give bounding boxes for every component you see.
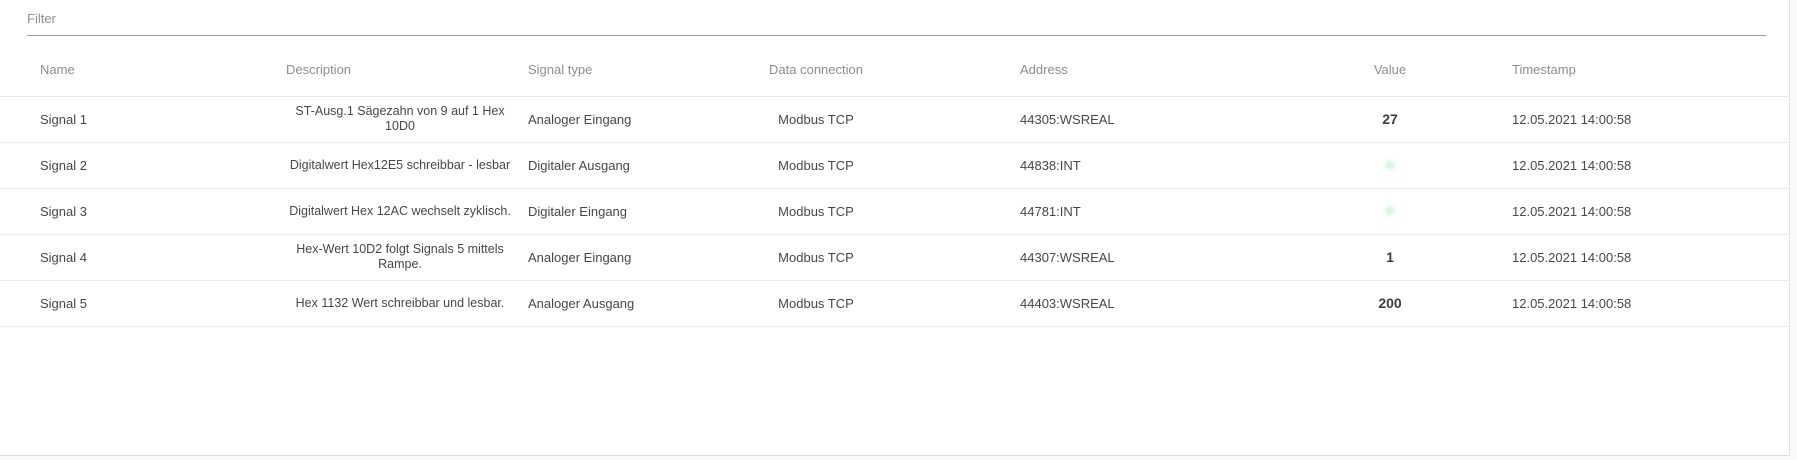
cell-value: 200: [1330, 280, 1450, 327]
cell-signal-type: Digitaler Ausgang: [520, 142, 696, 189]
table-row[interactable]: Signal 1 ST-Ausg.1 Sägezahn von 9 auf 1 …: [0, 96, 1789, 143]
cell-name: Signal 3: [0, 188, 280, 235]
cell-description: Digitalwert Hex12E5 schreibbar - lesbar: [280, 142, 520, 189]
cell-timestamp: 12.05.2021 14:00:58: [1450, 188, 1789, 235]
filter-field: [27, 6, 1766, 36]
cell-timestamp: 12.05.2021 14:00:58: [1450, 234, 1789, 281]
cell-value: [1330, 188, 1450, 235]
cell-timestamp: 12.05.2021 14:00:58: [1450, 96, 1789, 143]
column-header-timestamp: Timestamp: [1450, 43, 1789, 97]
column-header-description: Description: [280, 43, 520, 97]
cell-address: 44838:INT: [936, 142, 1330, 189]
cell-timestamp: 12.05.2021 14:00:58: [1450, 280, 1789, 327]
filter-input[interactable]: [27, 6, 1766, 36]
cell-data-connection: Modbus TCP: [696, 234, 936, 281]
cell-address: 44403:WSREAL: [936, 280, 1330, 327]
cell-address: 44307:WSREAL: [936, 234, 1330, 281]
table-row[interactable]: Signal 3 Digitalwert Hex 12AC wechselt z…: [0, 188, 1789, 235]
cell-data-connection: Modbus TCP: [696, 280, 936, 327]
cell-name: Signal 5: [0, 280, 280, 327]
cell-address: 44305:WSREAL: [936, 96, 1330, 143]
table-row[interactable]: Signal 5 Hex 1132 Wert schreibbar und le…: [0, 280, 1789, 327]
table-header-row: Name Description Signal type Data connec…: [0, 43, 1789, 97]
column-header-value: Value: [1330, 43, 1450, 97]
cell-timestamp: 12.05.2021 14:00:58: [1450, 142, 1789, 189]
cell-value: 1: [1330, 234, 1450, 281]
cell-signal-type: Analoger Eingang: [520, 96, 696, 143]
cell-data-connection: Modbus TCP: [696, 96, 936, 143]
cell-name: Signal 2: [0, 142, 280, 189]
signals-table: Name Description Signal type Data connec…: [0, 43, 1789, 327]
column-header-signal-type: Signal type: [520, 43, 696, 97]
cell-description: ST-Ausg.1 Sägezahn von 9 auf 1 Hex 10D0: [280, 96, 520, 143]
cell-description: Hex-Wert 10D2 folgt Signals 5 mittels Ra…: [280, 234, 520, 281]
column-header-name: Name: [0, 43, 280, 97]
cell-name: Signal 4: [0, 234, 280, 281]
table-row[interactable]: Signal 2 Digitalwert Hex12E5 schreibbar …: [0, 142, 1789, 189]
table-row[interactable]: Signal 4 Hex-Wert 10D2 folgt Signals 5 m…: [0, 234, 1789, 281]
cell-name: Signal 1: [0, 96, 280, 143]
column-header-data-connection: Data connection: [696, 43, 936, 97]
cell-signal-type: Analoger Eingang: [520, 234, 696, 281]
cell-data-connection: Modbus TCP: [696, 188, 936, 235]
cell-value: 27: [1330, 96, 1450, 143]
cell-description: Digitalwert Hex 12AC wechselt zyklisch.: [280, 188, 520, 235]
cell-description: Hex 1132 Wert schreibbar und lesbar.: [280, 280, 520, 327]
cell-value: [1330, 142, 1450, 189]
cell-data-connection: Modbus TCP: [696, 142, 936, 189]
cell-address: 44781:INT: [936, 188, 1330, 235]
cell-signal-type: Analoger Ausgang: [520, 280, 696, 327]
column-header-address: Address: [936, 43, 1330, 97]
cell-signal-type: Digitaler Eingang: [520, 188, 696, 235]
